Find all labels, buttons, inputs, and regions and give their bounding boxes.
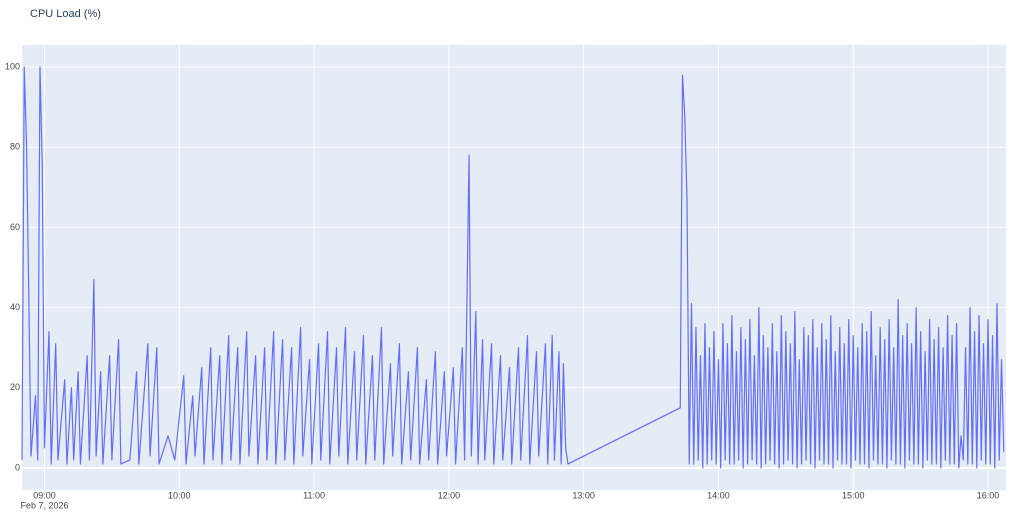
x-tick-label: 11:00 (303, 490, 325, 500)
marks (21, 66, 1005, 469)
x-tick-label: 13:00 (572, 490, 595, 500)
x-date-label: Feb 7, 2026 (20, 500, 68, 510)
labels: 0 20 40 60 80 100 09:00 10:00 11:00 12:00 13:00 14:… (5, 61, 999, 510)
x-tick-label: 10:00 (168, 490, 191, 500)
y-tick-label: 40 (10, 302, 20, 312)
x-tick-label: 09:00 (33, 490, 56, 500)
x-tick-label: 16:00 (977, 490, 1000, 500)
grid (22, 45, 1006, 490)
y-tick-label: 100 (5, 61, 20, 71)
y-tick-label: 60 (10, 222, 20, 232)
x-tick-label: 14:00 (707, 490, 730, 500)
chart-title: CPU Load (%) (30, 8, 101, 20)
y-tick-label: 0 (15, 462, 20, 472)
y-tick-label: 20 (10, 382, 20, 392)
y-tick-label: 80 (10, 142, 20, 152)
cpu-line (21, 66, 1005, 469)
x-tick-label: 12:00 (438, 490, 461, 500)
x-tick-label: 15:00 (842, 490, 865, 500)
